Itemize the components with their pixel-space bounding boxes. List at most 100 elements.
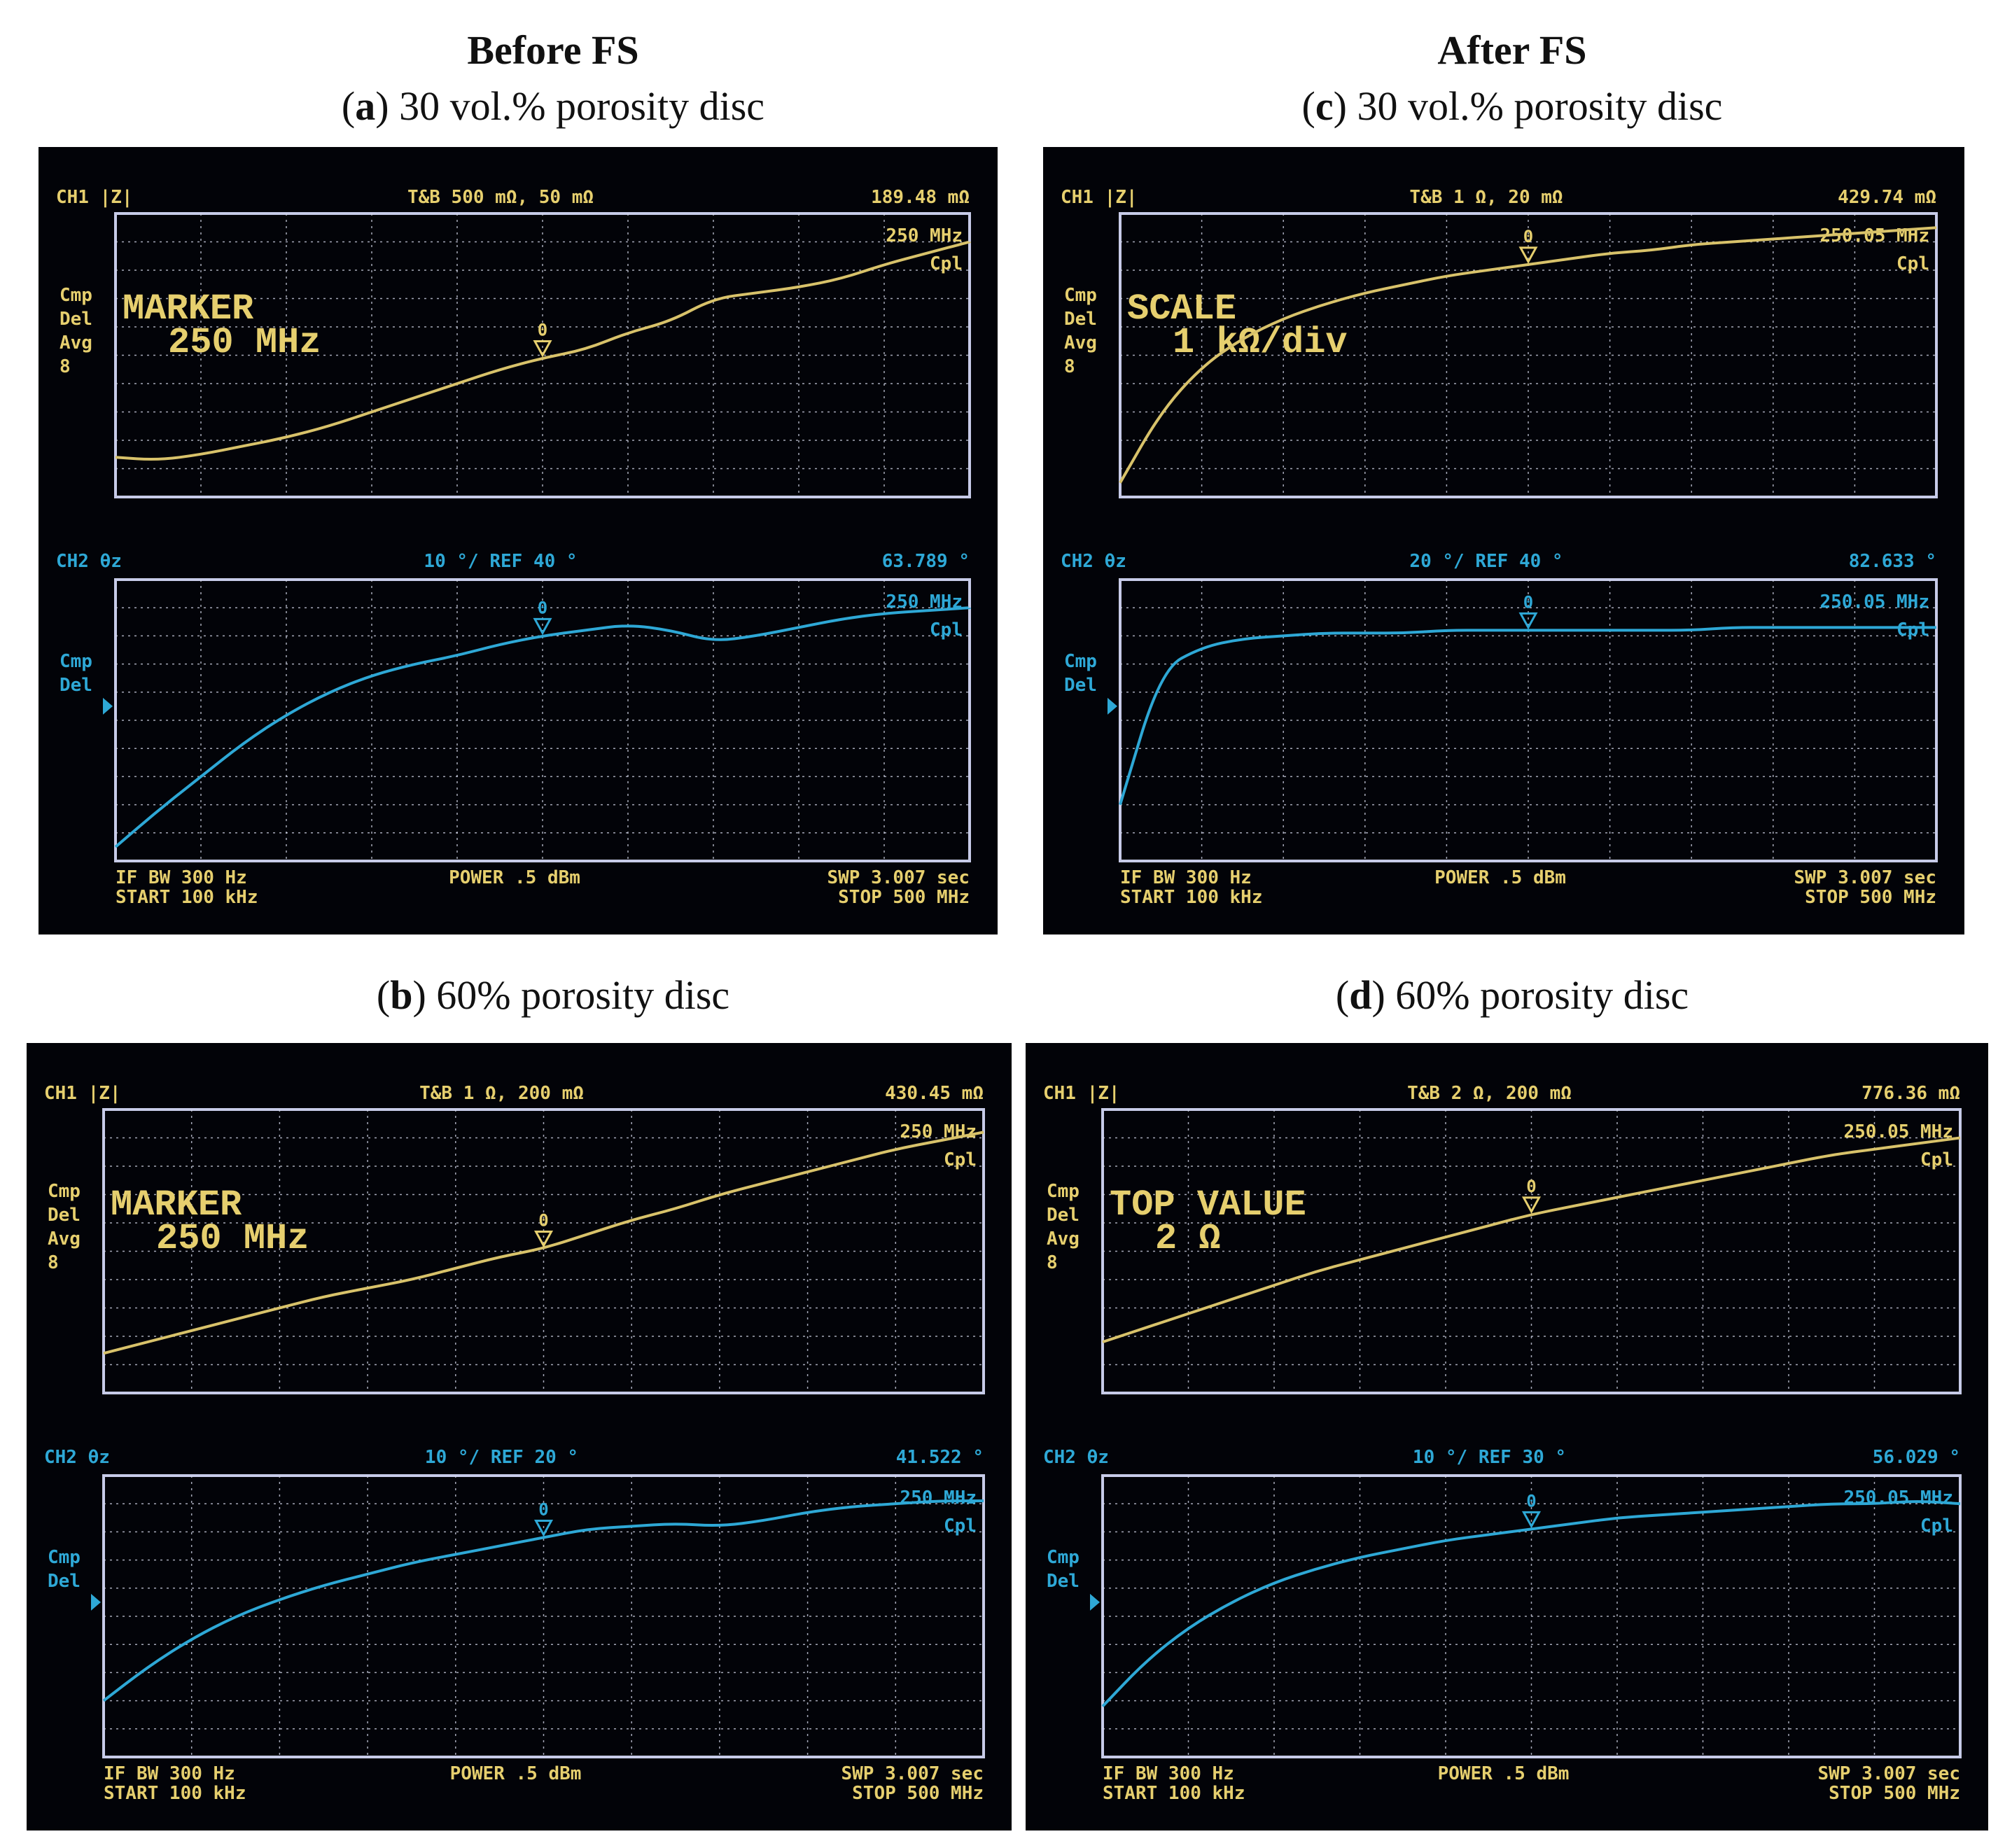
marker-triangle-icon (1518, 612, 1538, 630)
ch2-label: CH2 θz (1043, 1447, 1109, 1468)
reference-arrow-icon (1108, 697, 1117, 715)
ch2-side-label: Del (48, 1571, 81, 1592)
screen-b: CH1 |Z| T&B 1 Ω, 200 mΩ 430.45 mΩ Cmp Del Avg… (27, 1043, 1012, 1830)
ch1-marker-freq: 250 MHz (900, 1121, 977, 1142)
ch2-marker-number: 0 (538, 1499, 548, 1519)
ch1-value: 429.74 mΩ (1838, 187, 1936, 208)
ch1-trace (115, 240, 970, 461)
overlay-line2: 1 kΩ/div (1173, 322, 1348, 363)
footer-start: START 100 kHz (1120, 887, 1263, 908)
ch1-label: CH1 |Z| (56, 187, 133, 208)
ch1-scale: T&B 1 Ω, 20 mΩ (1409, 187, 1563, 208)
ch2-value: 82.633 ° (1849, 551, 1936, 572)
overlay-line2: 250 MHz (156, 1218, 309, 1259)
ch1-marker-number: 0 (538, 321, 547, 340)
ch1-cpl: Cpl (1920, 1149, 1953, 1170)
caption-c: (c) 30 vol.% porosity disc (1301, 83, 1723, 129)
ch1-marker-freq: 250 MHz (886, 225, 963, 246)
marker-triangle-icon (1518, 246, 1538, 265)
ch1-marker-number: 0 (538, 1210, 548, 1230)
screen-b-svg: CH1 |Z| T&B 1 Ω, 200 mΩ 430.45 mΩCmpDelAvg… (44, 1083, 985, 1804)
ch2-trace (1101, 1500, 1961, 1708)
caption-b-letter: b (390, 972, 413, 1018)
ch1-side-label: Del (48, 1205, 81, 1226)
ch1-side-label: Avg (48, 1228, 81, 1250)
ch1-label: CH1 |Z| (1043, 1083, 1120, 1104)
after-fs-header: After FS (1437, 27, 1587, 73)
ch1-label: CH1 |Z| (1061, 187, 1138, 208)
caption-d-letter: d (1349, 972, 1372, 1018)
ch2-value: 63.789 ° (882, 551, 970, 572)
caption-a: (a) 30 vol.% porosity disc (341, 83, 765, 129)
footer-power: POWER .5 dBm (450, 1763, 582, 1784)
ch1-value: 189.48 mΩ (871, 187, 970, 208)
ch2-value: 56.029 ° (1873, 1447, 1960, 1468)
screen-d-svg: CH1 |Z| T&B 2 Ω, 200 mΩ 776.36 mΩCmpDelAvg… (1043, 1083, 1962, 1804)
footer-if-bw: IF BW 300 Hz (1120, 867, 1252, 888)
ch2-marker-number: 0 (538, 598, 547, 617)
ch1-side-label: Cmp (48, 1181, 81, 1202)
footer-stop: STOP 500 MHz (1829, 1783, 1960, 1804)
screen-d: CH1 |Z| T&B 2 Ω, 200 mΩ 776.36 mΩ Cmp Del Avg… (1026, 1043, 1988, 1830)
ch2-label: CH2 θz (1061, 551, 1126, 572)
footer-stop: STOP 500 MHz (852, 1783, 984, 1804)
reference-arrow-icon (1090, 1593, 1100, 1611)
ch1-side-label: 8 (60, 356, 71, 377)
overlay-line2: 250 MHz (168, 322, 321, 363)
ch1-cpl: Cpl (930, 253, 963, 274)
ch2-side-label: Cmp (1064, 651, 1097, 672)
marker-triangle-icon (533, 1519, 554, 1537)
ch2-side-label: Del (1047, 1571, 1080, 1592)
ch2-marker-number: 0 (1526, 1491, 1536, 1511)
ch2-cpl: Cpl (930, 620, 963, 640)
footer-start: START 100 kHz (116, 887, 258, 908)
caption-a-text: 30 vol.% porosity disc (389, 83, 765, 129)
ch2-trace (1119, 626, 1936, 806)
footer-stop: STOP 500 MHz (838, 887, 970, 908)
ch2-scale: 10 °/ REF 30 ° (1413, 1447, 1566, 1468)
screen-a-svg: CH1 |Z| T&B 500 mΩ, 50 mΩ 189.48 mΩCmpDelA… (56, 187, 971, 908)
ch2-scale: 10 °/ REF 20 ° (425, 1447, 578, 1468)
reference-arrow-icon (103, 697, 113, 715)
footer-if-bw: IF BW 300 Hz (1103, 1763, 1234, 1784)
ch2-scale: 20 °/ REF 40 ° (1409, 551, 1563, 572)
footer-if-bw: IF BW 300 Hz (104, 1763, 235, 1784)
footer-if-bw: IF BW 300 Hz (116, 867, 247, 888)
ch1-side-label: 8 (1047, 1252, 1058, 1273)
ch1-side-label: 8 (1064, 356, 1075, 377)
footer-start: START 100 kHz (104, 1783, 246, 1804)
before-fs-header: Before FS (467, 27, 639, 73)
overlay-line1: MARKER (123, 288, 254, 330)
ch1-cpl: Cpl (1896, 253, 1929, 274)
footer-sweep: SWP 3.007 sec (1818, 1763, 1961, 1784)
ch2-scale: 10 °/ REF 40 ° (424, 551, 577, 572)
ch1-marker-number: 0 (1526, 1177, 1536, 1196)
ch2-label: CH2 θz (44, 1447, 110, 1468)
ch1-side-label: Cmp (60, 285, 92, 306)
ch1-side-label: Del (1064, 309, 1097, 330)
ch2-trace (102, 1499, 984, 1702)
ch2-marker-freq: 250.05 MHz (1819, 592, 1929, 612)
ch1-side-label: Cmp (1047, 1181, 1080, 1202)
caption-c-letter: c (1315, 83, 1334, 129)
marker-triangle-icon (1521, 1196, 1542, 1214)
footer-sweep: SWP 3.007 sec (827, 867, 970, 888)
ch1-scale: T&B 1 Ω, 200 mΩ (419, 1083, 584, 1104)
ch2-trace (114, 606, 970, 848)
ch1-trace (1102, 1136, 1961, 1343)
ch1-marker-number: 0 (1523, 227, 1533, 246)
ch1-side-label: Del (1047, 1205, 1080, 1226)
ch1-value: 430.45 mΩ (885, 1083, 984, 1104)
ch1-side-label: Avg (60, 332, 92, 354)
ch1-value: 776.36 mΩ (1861, 1083, 1960, 1104)
ch1-side-label: Del (60, 309, 92, 330)
ch2-marker-freq: 250.05 MHz (1843, 1488, 1953, 1508)
overlay-line1: TOP VALUE (1110, 1184, 1306, 1226)
screen-c: CH1 |Z| T&B 1 Ω, 20 mΩ 429.74 mΩ Cmp Del Avg 8… (1043, 147, 1964, 934)
ch1-side-label: Avg (1047, 1228, 1080, 1250)
caption-c-text: 30 vol.% porosity disc (1346, 83, 1723, 129)
ch1-side-label: Avg (1064, 332, 1097, 354)
marker-triangle-icon (533, 340, 552, 358)
footer-power: POWER .5 dBm (1434, 867, 1566, 888)
ch2-label: CH2 θz (56, 551, 122, 572)
